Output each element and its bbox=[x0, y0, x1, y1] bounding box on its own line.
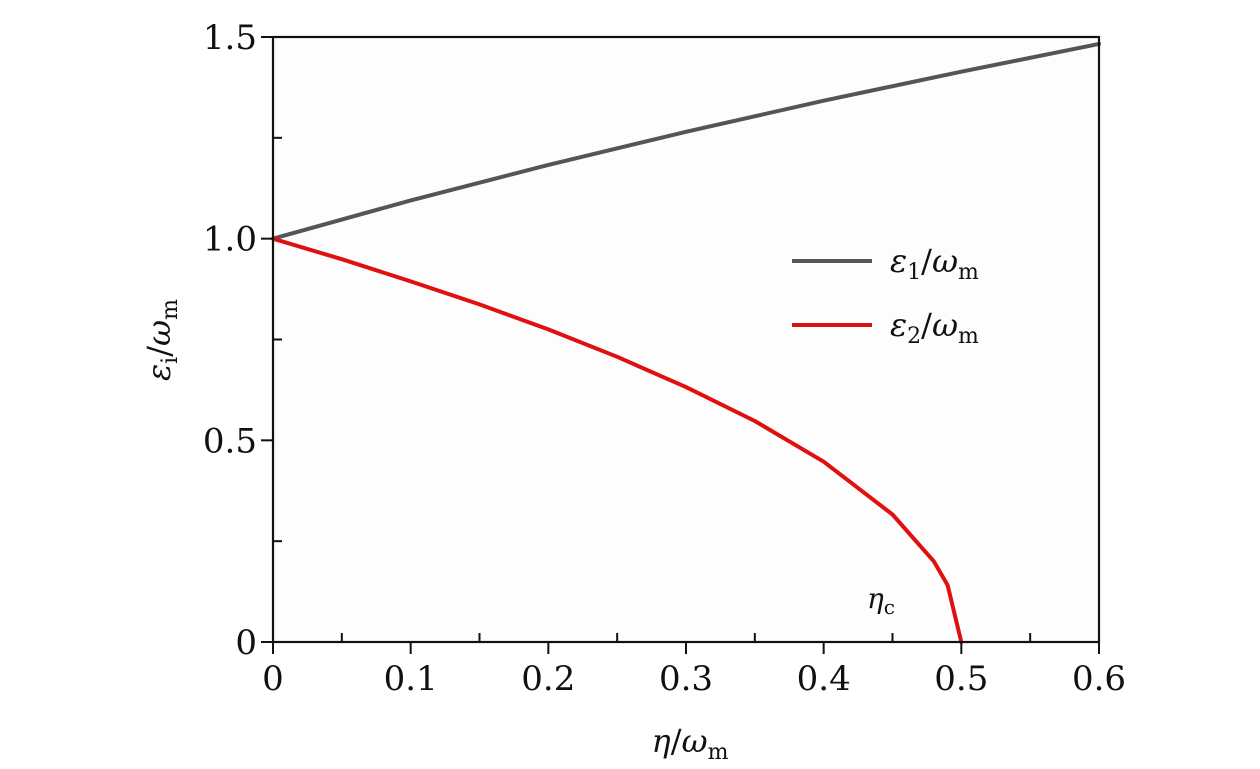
ticks-layer: 0 0.1 0.2 0.3 0.4 0.5 0.6 0 0.5 1.0 1.5 bbox=[203, 18, 1126, 699]
series-layer bbox=[271, 41, 1101, 644]
x-tick-label: 0.4 bbox=[797, 659, 851, 699]
y-tick-label: 1.0 bbox=[203, 220, 257, 260]
series-line-2 bbox=[271, 236, 964, 644]
series-line-1 bbox=[271, 41, 1101, 241]
x-tick-label: 0.1 bbox=[384, 659, 438, 699]
x-axis-label: η/ωm bbox=[652, 722, 729, 764]
legend-label-series-2: ε2/ωm bbox=[890, 306, 979, 349]
legend: ε1/ωm ε2/ωm bbox=[792, 242, 979, 349]
x-tick-label: 0.6 bbox=[1072, 659, 1126, 699]
x-tick-label: 0 bbox=[262, 659, 284, 699]
y-tick-label: 0 bbox=[235, 623, 257, 663]
y-axis-label: εi/ωm bbox=[140, 299, 183, 381]
y-tick-label: 0.5 bbox=[203, 421, 257, 461]
x-tick-label: 0.3 bbox=[659, 659, 713, 699]
y-tick-label: 1.5 bbox=[203, 18, 257, 58]
plot-background bbox=[273, 37, 1099, 642]
legend-label-series-1: ε1/ωm bbox=[890, 242, 979, 285]
x-tick-label: 0.5 bbox=[934, 659, 988, 699]
x-tick-label: 0.2 bbox=[521, 659, 575, 699]
annotation-eta-c: ηc bbox=[867, 582, 895, 619]
